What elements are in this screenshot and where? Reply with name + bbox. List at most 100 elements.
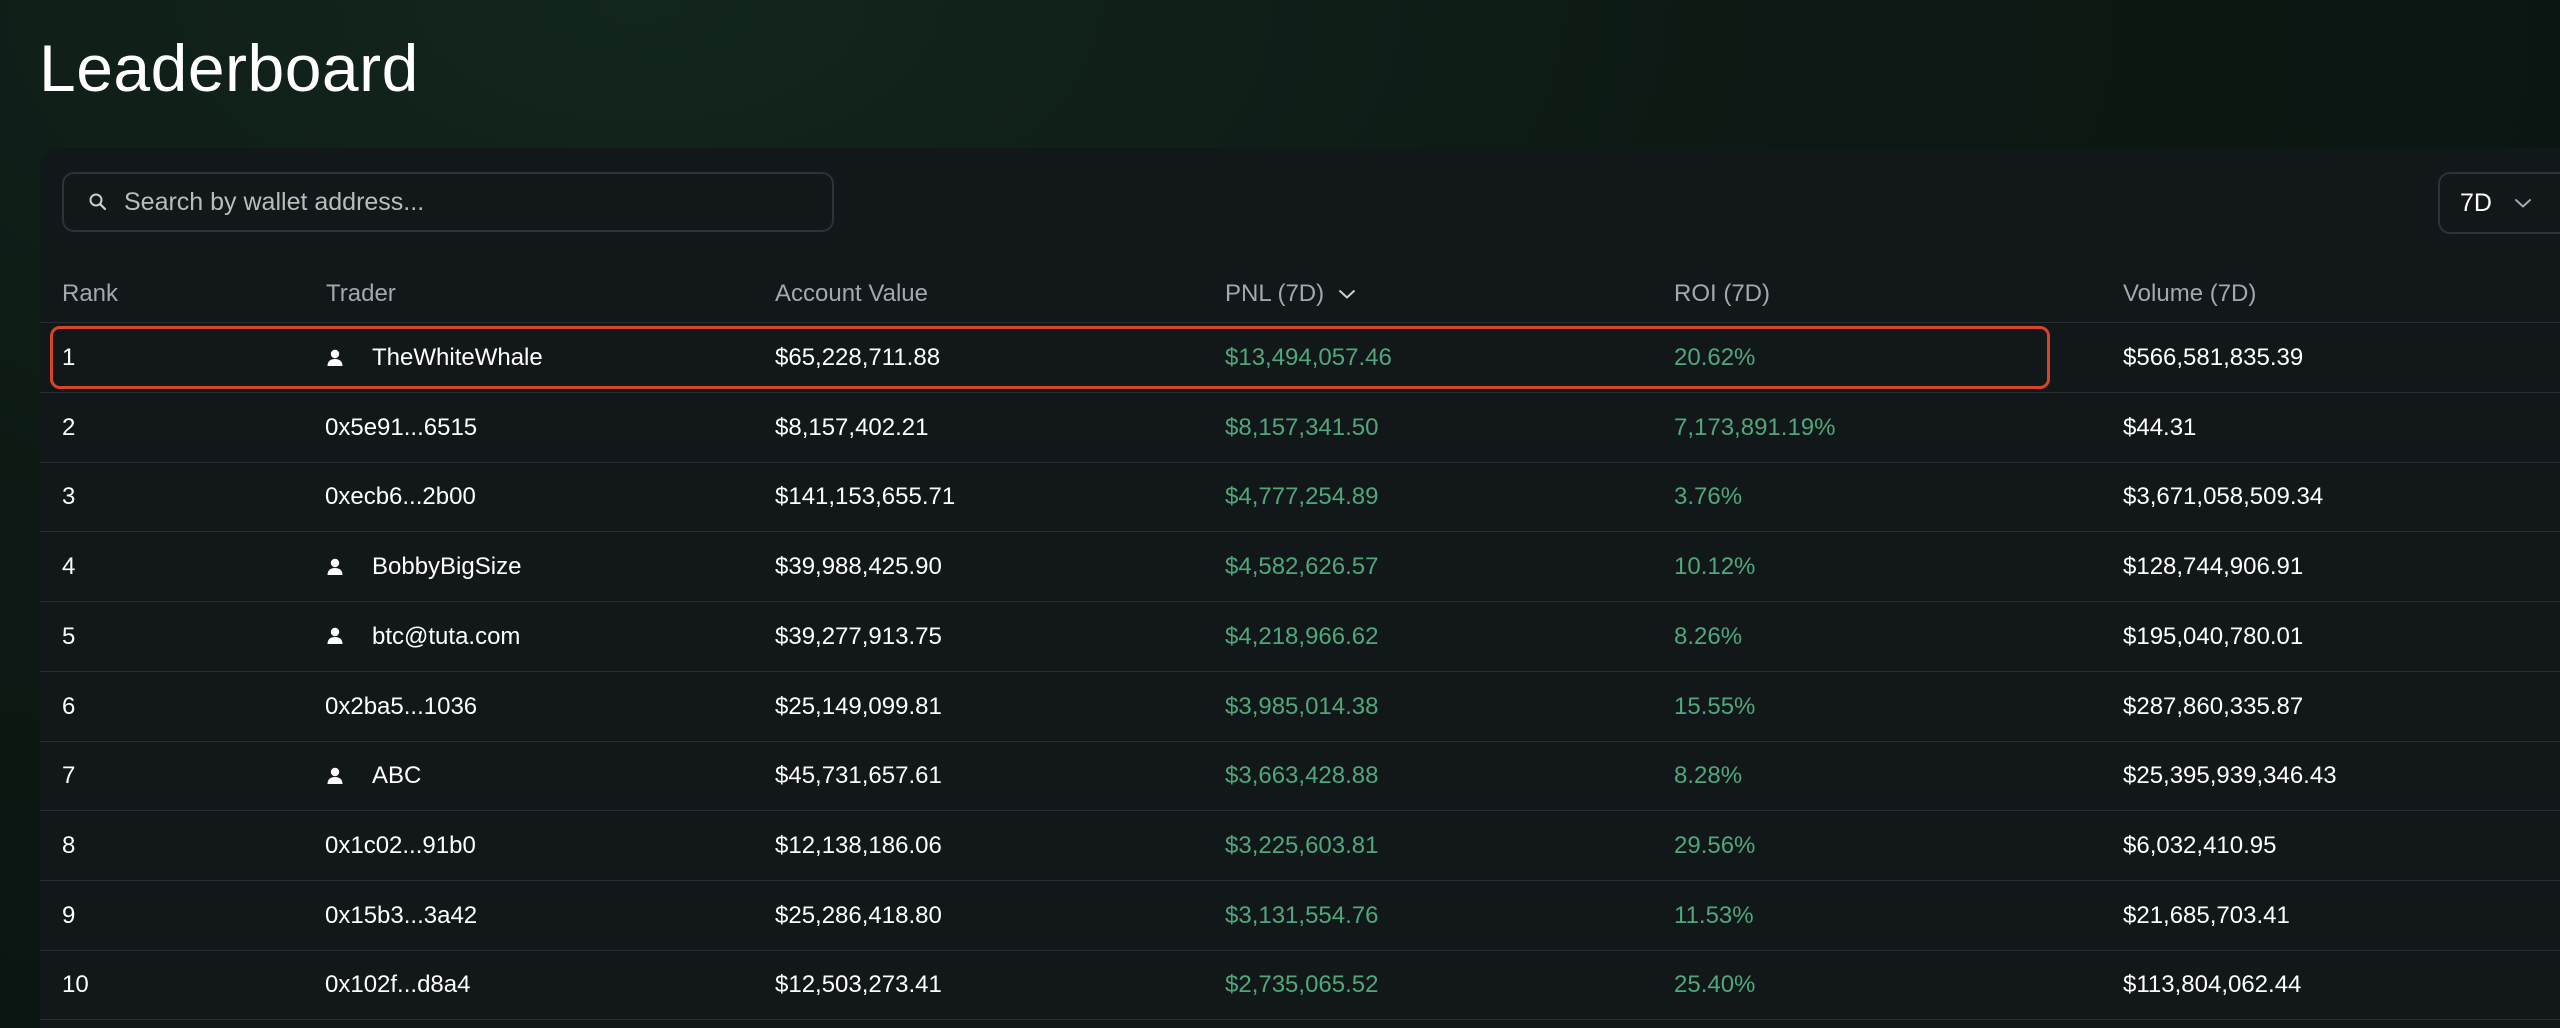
pnl-cell: $3,985,014.38: [1225, 692, 1379, 720]
table-row[interactable]: 9 0x15b3...3a42 $25,286,418.80 $3,131,554.7…: [40, 881, 2560, 951]
roi-cell: 8.28%: [1674, 762, 1743, 790]
pnl-cell: $13,494,057.46: [1225, 344, 1392, 371]
account-value-cell: $39,277,913.75: [775, 622, 942, 650]
trader-name: btc@tuta.com: [372, 622, 521, 650]
account-value-cell: $12,503,273.41: [775, 971, 942, 999]
rank-cell: 7: [62, 762, 76, 790]
volume-cell: $44.31: [2123, 413, 2197, 441]
search-icon: [88, 192, 108, 212]
trader-cell[interactable]: 0x102f...d8a4: [325, 950, 470, 1019]
volume-cell: $566,581,835.39: [2123, 344, 2304, 371]
trader-cell[interactable]: 0x5e91...6515: [325, 393, 477, 462]
table-row[interactable]: 1 TheWhiteWhale $65,228,711.88 $13,494,057.…: [40, 323, 2560, 393]
user-icon: [325, 557, 345, 577]
account-value-cell: $45,731,657.61: [775, 762, 942, 790]
rank-cell: 8: [62, 831, 76, 859]
table-row[interactable]: 4 BobbyBigSize $39,988,425.90 $4,582,626.57…: [40, 532, 2560, 603]
volume-cell: $21,685,703.41: [2123, 901, 2290, 929]
column-header-pnl-label: PNL (7D): [1225, 280, 1325, 307]
volume-cell: $128,744,906.91: [2123, 553, 2304, 581]
roi-cell: 10.12%: [1674, 553, 1756, 581]
period-select-value: 7D: [2460, 188, 2492, 217]
column-header-trader: Trader: [326, 280, 396, 307]
volume-cell: $287,860,335.87: [2123, 692, 2304, 720]
trader-name: 0x1c02...91b0: [325, 831, 476, 859]
account-value-cell: $141,153,655.71: [775, 483, 956, 511]
trader-cell[interactable]: 0x2ba5...1036: [325, 672, 477, 741]
trader-cell[interactable]: ABC: [323, 741, 421, 810]
trader-name: TheWhiteWhale: [372, 344, 543, 371]
trader-name: 0x5e91...6515: [325, 413, 478, 441]
roi-cell: 8.26%: [1674, 622, 1743, 650]
trader-name: 0xecb6...2b00: [325, 483, 476, 511]
leaderboard-panel: 7D Rank Trader Account Value PNL (7D) RO…: [40, 148, 2560, 1028]
table-row[interactable]: 3 0xecb6...2b00 $141,153,655.71 $4,777,254.…: [40, 462, 2560, 533]
trader-cell[interactable]: TheWhiteWhale: [323, 323, 543, 392]
account-value-cell: $39,988,425.90: [775, 553, 942, 581]
volume-cell: $113,804,062.44: [2123, 971, 2302, 999]
column-header-volume[interactable]: Volume (7D): [2123, 280, 2257, 307]
trader-name: 0x102f...d8a4: [325, 971, 471, 999]
roi-cell: 15.55%: [1674, 692, 1756, 720]
user-icon: [325, 766, 345, 786]
rank-cell: 2: [62, 413, 76, 441]
chevron-down-icon: [2514, 197, 2532, 209]
search-input[interactable]: [122, 173, 832, 231]
pnl-cell: $4,582,626.57: [1225, 553, 1379, 581]
chevron-down-icon: [1338, 288, 1356, 300]
trader-cell[interactable]: 0xecb6...2b00: [325, 462, 476, 531]
trader-cell[interactable]: BobbyBigSize: [323, 532, 521, 601]
period-select[interactable]: 7D: [2438, 172, 2560, 234]
volume-cell: $6,032,410.95: [2123, 831, 2277, 859]
trader-name: 0x15b3...3a42: [325, 901, 478, 929]
table-header: Rank Trader Account Value PNL (7D) ROI (…: [40, 276, 2560, 323]
roi-cell: 25.40%: [1674, 971, 1756, 999]
pnl-cell: $3,131,554.76: [1225, 901, 1379, 929]
trader-cell[interactable]: 0x15b3...3a42: [325, 881, 477, 950]
roi-cell: 11.53%: [1674, 901, 1754, 929]
rank-cell: 9: [62, 901, 76, 929]
table-row[interactable]: 2 0x5e91...6515 $8,157,402.21 $8,157,341.50…: [40, 393, 2560, 463]
rank-cell: 6: [62, 692, 76, 720]
table-row[interactable]: 7 ABC $45,731,657.61 $3,663,428.88 8.28% $25,…: [40, 741, 2560, 812]
table-row[interactable]: 6 0x2ba5...1036 $25,149,099.81 $3,985,014.3…: [40, 672, 2560, 742]
table-row[interactable]: 5 btc@tuta.com $39,277,913.75 $4,218,966.62…: [40, 602, 2560, 672]
volume-cell: $3,671,058,509.34: [2123, 483, 2324, 511]
pnl-cell: $2,735,065.52: [1225, 971, 1379, 999]
rank-cell: 4: [62, 553, 76, 581]
column-header-rank: Rank: [62, 280, 119, 307]
trader-name: BobbyBigSize: [372, 553, 522, 581]
account-value-cell: $25,286,418.80: [775, 901, 942, 929]
column-header-pnl[interactable]: PNL (7D): [1225, 280, 1356, 308]
table-row[interactable]: 8 0x1c02...91b0 $12,138,186.06 $3,225,603.8…: [40, 811, 2560, 881]
account-value-cell: $12,138,186.06: [775, 831, 942, 859]
account-value-cell: $25,149,099.81: [775, 692, 942, 720]
roi-cell: 29.56%: [1674, 831, 1756, 859]
rank-cell: 5: [62, 622, 76, 650]
volume-cell: $25,395,939,346.43: [2123, 762, 2337, 790]
rank-cell: 10: [62, 971, 89, 999]
pnl-cell: $3,225,603.81: [1225, 831, 1379, 859]
trader-name: ABC: [372, 762, 422, 790]
rank-cell: 1: [62, 344, 76, 371]
roi-cell: 3.76%: [1674, 483, 1743, 511]
user-icon: [325, 348, 345, 368]
page-title: Leaderboard: [39, 31, 419, 105]
column-header-account-value[interactable]: Account Value: [775, 280, 928, 307]
account-value-cell: $8,157,402.21: [775, 413, 929, 441]
account-value-cell: $65,228,711.88: [775, 344, 941, 371]
roi-cell: 7,173,891.19%: [1674, 413, 1836, 441]
volume-cell: $195,040,780.01: [2123, 622, 2304, 650]
pnl-cell: $4,777,254.89: [1225, 483, 1379, 511]
table-row[interactable]: 10 0x102f...d8a4 $12,503,273.41 $2,735,065.…: [40, 950, 2560, 1021]
roi-cell: 20.62%: [1674, 344, 1756, 371]
pnl-cell: $3,663,428.88: [1225, 762, 1379, 790]
rank-cell: 3: [62, 483, 76, 511]
trader-cell[interactable]: btc@tuta.com: [323, 602, 520, 671]
search-box[interactable]: [62, 172, 834, 232]
pnl-cell: $4,218,966.62: [1225, 622, 1379, 650]
column-header-roi[interactable]: ROI (7D): [1674, 280, 1770, 307]
pnl-cell: $8,157,341.50: [1225, 413, 1379, 441]
trader-name: 0x2ba5...1036: [325, 692, 478, 720]
trader-cell[interactable]: 0x1c02...91b0: [325, 811, 476, 880]
